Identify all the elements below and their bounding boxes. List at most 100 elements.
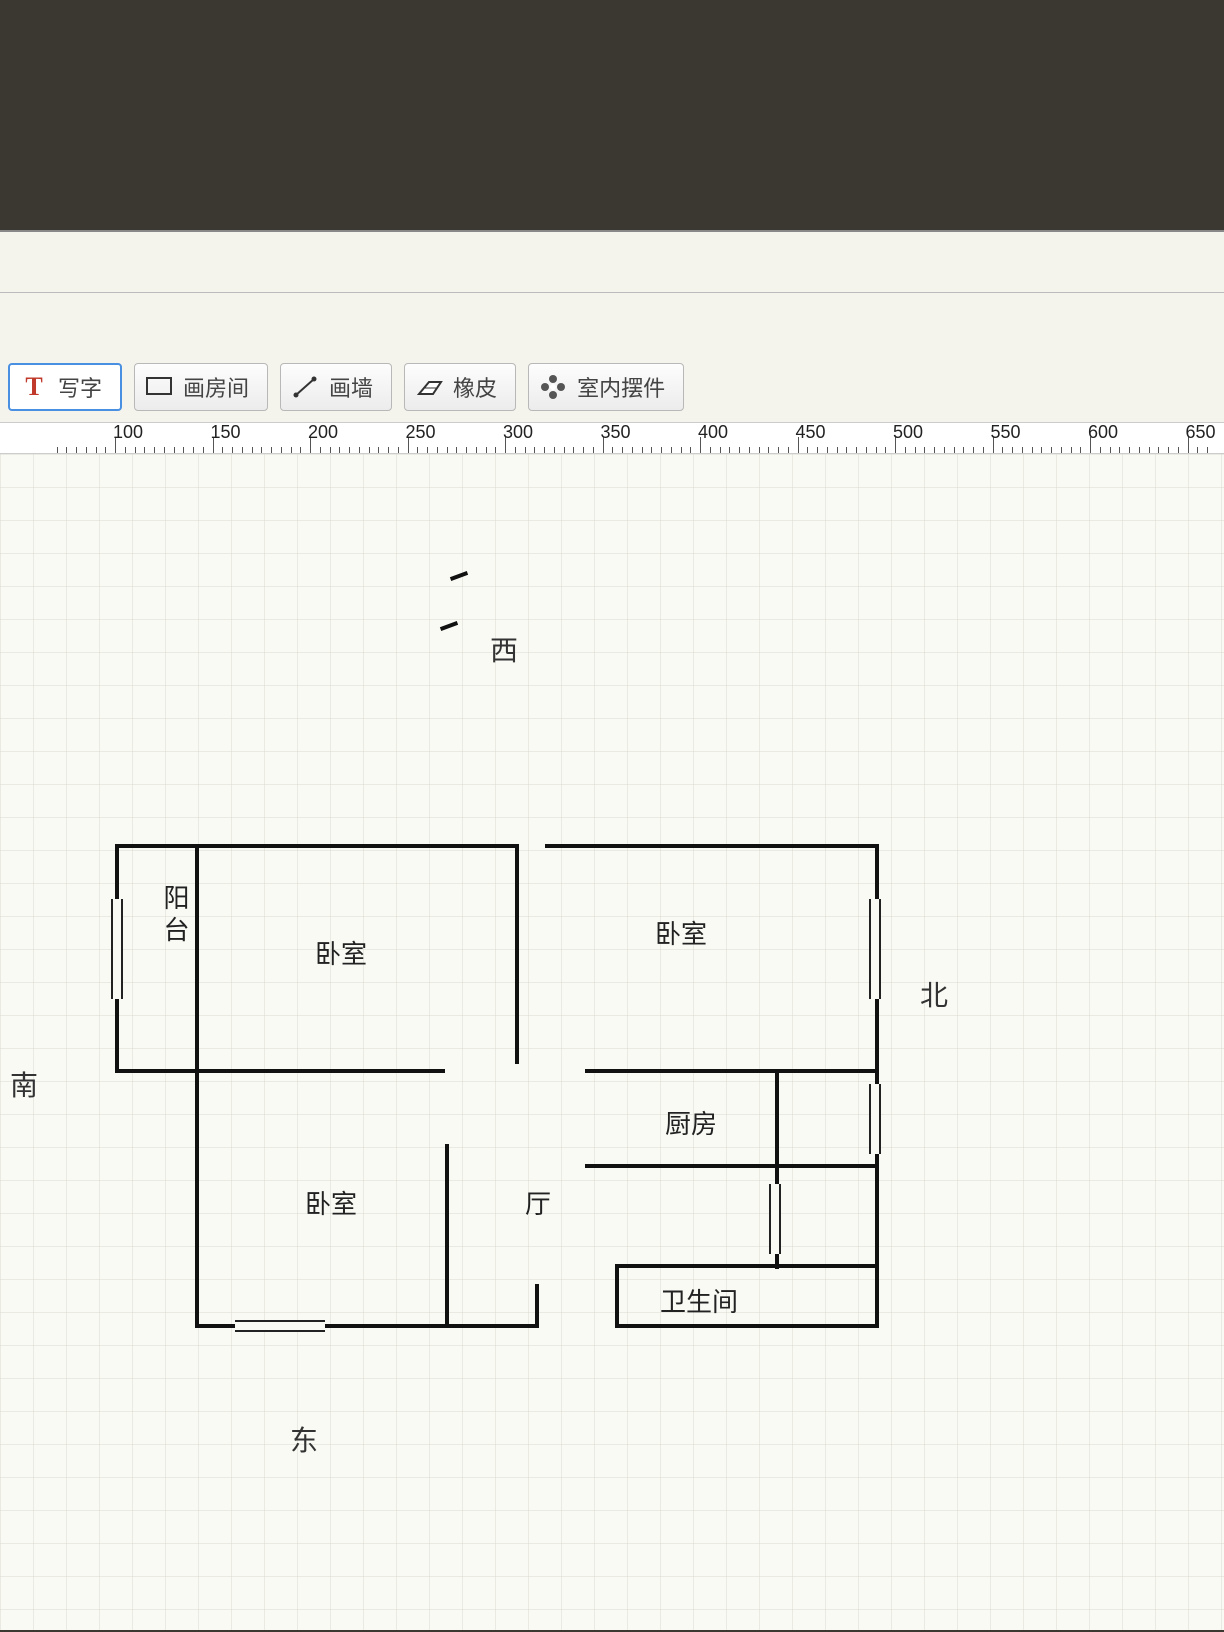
ruler-minor-tick bbox=[720, 447, 721, 453]
ruler-minor-tick bbox=[1002, 447, 1003, 453]
ruler-minor-tick bbox=[515, 447, 516, 453]
ruler-minor-tick bbox=[320, 447, 321, 453]
wall bbox=[535, 1284, 539, 1328]
ruler-minor-tick bbox=[837, 447, 838, 453]
ruler-minor-tick bbox=[135, 447, 136, 453]
ruler-minor-tick bbox=[583, 447, 584, 453]
ruler-minor-tick bbox=[456, 447, 457, 453]
ruler-minor-tick bbox=[76, 447, 77, 453]
ruler-minor-tick bbox=[924, 447, 925, 453]
ruler-label: 100 bbox=[113, 422, 143, 443]
ruler-minor-tick bbox=[661, 447, 662, 453]
ruler-minor-tick bbox=[417, 447, 418, 453]
ruler-minor-tick bbox=[651, 447, 652, 453]
ruler-minor-tick bbox=[447, 447, 448, 453]
wall bbox=[445, 1144, 449, 1328]
ruler-minor-tick bbox=[954, 447, 955, 453]
ruler-minor-tick bbox=[1119, 447, 1120, 453]
ruler-minor-tick bbox=[817, 447, 818, 453]
ruler-minor-tick bbox=[612, 447, 613, 453]
floorplan: 阳台 卧室 卧室 卧室 厅 厨房 卫生间 bbox=[115, 844, 875, 1364]
ruler-minor-tick bbox=[768, 447, 769, 453]
ruler-minor-tick bbox=[642, 447, 643, 453]
ruler-minor-tick bbox=[1129, 447, 1130, 453]
ruler-minor-tick bbox=[1012, 447, 1013, 453]
ruler-minor-tick bbox=[690, 447, 691, 453]
ruler-minor-tick bbox=[1061, 447, 1062, 453]
wall bbox=[585, 1069, 879, 1073]
tool-label: 橡皮 bbox=[453, 371, 497, 403]
ruler-minor-tick bbox=[378, 447, 379, 453]
ruler-minor-tick bbox=[339, 447, 340, 453]
label-bathroom: 卫生间 bbox=[660, 1282, 738, 1319]
ruler-minor-tick bbox=[554, 447, 555, 453]
ruler-minor-tick bbox=[183, 447, 184, 453]
ruler-minor-tick bbox=[476, 447, 477, 453]
ruler-minor-tick bbox=[681, 447, 682, 453]
ruler-minor-tick bbox=[437, 447, 438, 453]
ruler-minor-tick bbox=[1071, 447, 1072, 453]
room-tool-button[interactable]: 画房间 bbox=[134, 363, 268, 411]
ruler-minor-tick bbox=[856, 447, 857, 453]
ruler-minor-tick bbox=[827, 447, 828, 453]
tool-label: 写字 bbox=[58, 371, 102, 403]
ruler-minor-tick bbox=[1022, 447, 1023, 453]
ruler-label: 150 bbox=[211, 422, 241, 443]
text-tool-button[interactable]: T 写字 bbox=[8, 363, 122, 411]
wall bbox=[615, 1264, 619, 1328]
ruler-minor-tick bbox=[66, 447, 67, 453]
text-icon: T bbox=[20, 373, 48, 401]
ruler-minor-tick bbox=[466, 447, 467, 453]
eraser-tool-button[interactable]: 橡皮 bbox=[404, 363, 516, 411]
ruler-label: 500 bbox=[893, 422, 923, 443]
ruler-minor-tick bbox=[671, 447, 672, 453]
window bbox=[769, 1184, 781, 1254]
ruler-minor-tick bbox=[486, 447, 487, 453]
ruler-label: 200 bbox=[308, 422, 338, 443]
tool-label: 室内摆件 bbox=[577, 371, 665, 403]
ruler-minor-tick bbox=[1158, 447, 1159, 453]
drawing-canvas[interactable]: 西 北 南 东 bbox=[0, 454, 1224, 1630]
ruler-minor-tick bbox=[1139, 447, 1140, 453]
eraser-icon bbox=[415, 373, 443, 401]
ruler-minor-tick bbox=[1051, 447, 1052, 453]
ruler-minor-tick bbox=[778, 447, 779, 453]
window bbox=[869, 1084, 881, 1154]
ruler-minor-tick bbox=[710, 447, 711, 453]
ruler-minor-tick bbox=[564, 447, 565, 453]
flower-icon bbox=[539, 373, 567, 401]
wall bbox=[615, 1264, 879, 1268]
wall-tool-button[interactable]: 画墙 bbox=[280, 363, 392, 411]
ruler-minor-tick bbox=[544, 447, 545, 453]
wall bbox=[585, 1164, 879, 1168]
tool-label: 画墙 bbox=[329, 371, 373, 403]
ruler-minor-tick bbox=[242, 447, 243, 453]
ruler-minor-tick bbox=[57, 447, 58, 453]
ruler-minor-tick bbox=[915, 447, 916, 453]
ruler-minor-tick bbox=[86, 447, 87, 453]
ruler-minor-tick bbox=[593, 447, 594, 453]
ruler-minor-tick bbox=[934, 447, 935, 453]
tool-label: 画房间 bbox=[183, 371, 249, 403]
ruler-minor-tick bbox=[983, 447, 984, 453]
ruler-minor-tick bbox=[905, 447, 906, 453]
line-segment-icon bbox=[291, 373, 319, 401]
ruler-minor-tick bbox=[1110, 447, 1111, 453]
ruler-minor-tick bbox=[973, 447, 974, 453]
ruler-minor-tick bbox=[96, 447, 97, 453]
divider bbox=[0, 292, 1224, 293]
horizontal-ruler: 100150200250300350400450500550600650 bbox=[0, 422, 1224, 454]
label-bedroom: 卧室 bbox=[655, 914, 707, 951]
compass-south: 南 bbox=[10, 1064, 38, 1104]
ruler-minor-tick bbox=[144, 447, 145, 453]
ruler-minor-tick bbox=[398, 447, 399, 453]
ruler-label: 300 bbox=[503, 422, 533, 443]
label-kitchen: 厨房 bbox=[665, 1104, 717, 1141]
ruler-label: 450 bbox=[796, 422, 826, 443]
ruler-minor-tick bbox=[193, 447, 194, 453]
ruler-minor-tick bbox=[1032, 447, 1033, 453]
furniture-tool-button[interactable]: 室内摆件 bbox=[528, 363, 684, 411]
rectangle-icon bbox=[145, 373, 173, 401]
ruler-minor-tick bbox=[1197, 447, 1198, 453]
wall bbox=[195, 844, 199, 1328]
